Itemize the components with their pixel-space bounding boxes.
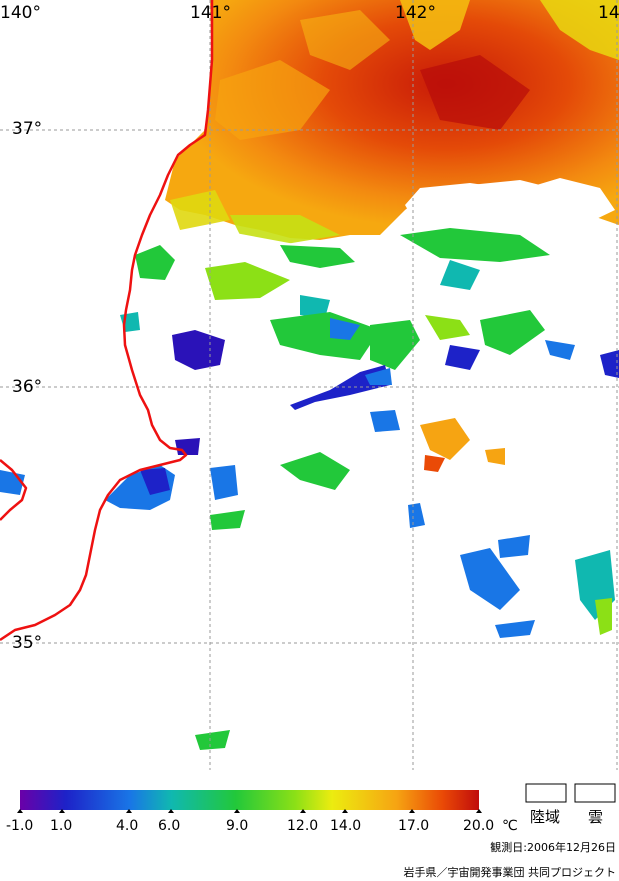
graticule xyxy=(0,0,619,770)
scale-tick-label: -1.0 xyxy=(6,818,33,834)
scale-tick-label: 1.0 xyxy=(50,818,72,834)
warm-water-region xyxy=(165,0,619,245)
scale-tick-label: 20.0 xyxy=(463,818,494,834)
coastline xyxy=(0,0,214,642)
cloud-legend-swatch xyxy=(574,783,616,803)
scale-tick-label: 4.0 xyxy=(116,818,138,834)
mid-temperature-band xyxy=(120,228,550,370)
lon-label-141: 141° xyxy=(190,3,231,23)
land-legend-label: 陸域 xyxy=(530,808,560,826)
scale-tick-label: 6.0 xyxy=(158,818,180,834)
lat-label-35: 35° xyxy=(12,633,42,653)
lon-label-143: 143° xyxy=(598,3,619,23)
scale-tick-marks xyxy=(17,809,482,813)
cloud-legend-label: 雲 xyxy=(588,808,603,826)
color-scale-bar xyxy=(20,790,479,810)
lon-label-142: 142° xyxy=(395,3,436,23)
scale-tick-label: 9.0 xyxy=(226,818,248,834)
scale-tick-label: 12.0 xyxy=(287,818,318,834)
lat-label-36: 36° xyxy=(12,377,42,397)
legend: -1.0 1.0 4.0 6.0 9.0 12.0 14.0 17.0 20.0… xyxy=(6,783,617,879)
scale-tick-label: 17.0 xyxy=(398,818,429,834)
observation-date: 観測日:2006年12月26日 xyxy=(490,840,616,854)
lat-label-37: 37° xyxy=(12,119,42,139)
lon-label-140: 140° xyxy=(0,3,41,23)
scale-unit-label: ℃ xyxy=(502,818,518,834)
cold-water-patches xyxy=(0,330,619,750)
scale-tick-label: 14.0 xyxy=(330,818,361,834)
project-credit: 岩手県／宇宙開発事業団 共同プロジェクト xyxy=(404,865,617,879)
land-legend-swatch xyxy=(525,783,567,803)
sst-map: 140° 141° 142° 143° 37° 36° 35° xyxy=(0,0,619,770)
